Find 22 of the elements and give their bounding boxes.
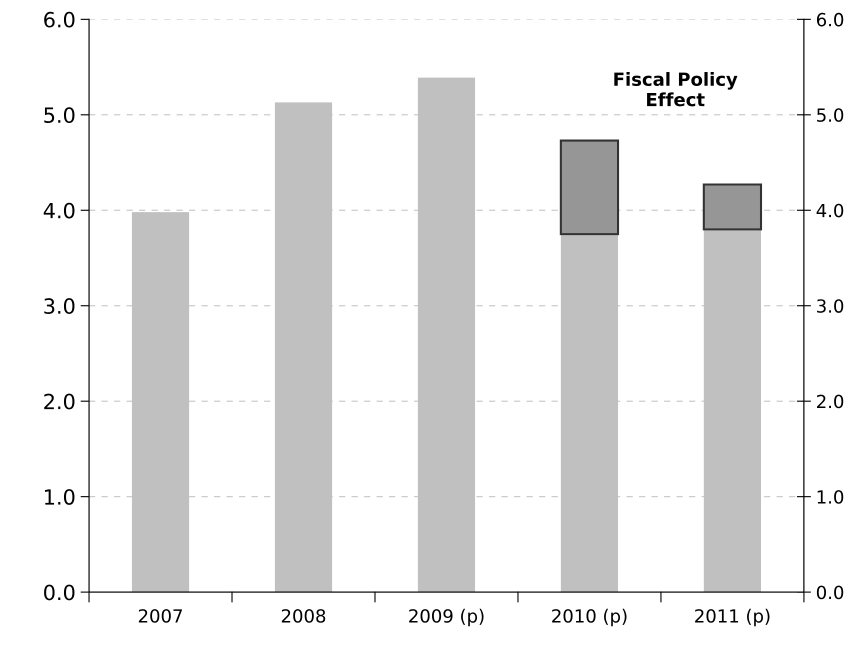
y2-tick-label: 3.0 bbox=[817, 299, 844, 313]
y-tick-label: 6.0 bbox=[44, 12, 74, 28]
y2-tick-label: 5.0 bbox=[817, 108, 844, 122]
bar bbox=[702, 183, 762, 230]
x-tick-label: 2010 (p) bbox=[552, 608, 627, 626]
y2-tick-label: 0.0 bbox=[816, 586, 844, 600]
y-tick-label: 2.0 bbox=[44, 394, 74, 410]
y2-tick-label: 4.0 bbox=[816, 204, 844, 218]
x-tick-label: 2009 (p) bbox=[409, 608, 484, 626]
annotation: Fiscal Policy Effect bbox=[614, 72, 738, 106]
y-tick-label: 1.0 bbox=[45, 489, 74, 505]
y-tick-label: 0.0 bbox=[44, 584, 74, 600]
x-tick-label: 2008 bbox=[282, 609, 326, 623]
x-tick-label: 2007 bbox=[138, 609, 182, 623]
y-tick-label: 4.0 bbox=[44, 202, 74, 218]
y-tick-label: 3.0 bbox=[44, 298, 74, 314]
y2-tick-label: 6.0 bbox=[816, 12, 844, 26]
bar bbox=[560, 140, 620, 236]
y-tick-label: 5.0 bbox=[44, 107, 74, 124]
y2-tick-label: 2.0 bbox=[817, 394, 844, 408]
y2-tick-label: 1.0 bbox=[818, 490, 844, 504]
x-tick-label: 2011 (p) bbox=[695, 608, 770, 626]
